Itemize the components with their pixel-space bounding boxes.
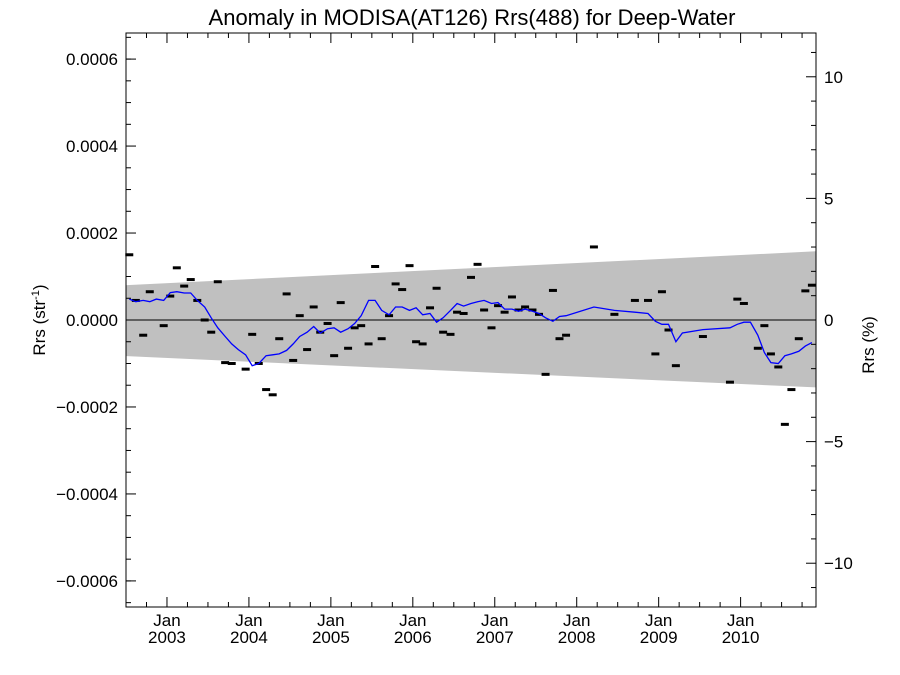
x-tick-month-7: Jan <box>727 611 754 630</box>
x-tick-month-0: Jan <box>153 611 180 630</box>
x-tick-year-6: 2009 <box>640 628 678 647</box>
x-tick-month-1: Jan <box>235 611 262 630</box>
y-tick-label-5: −0.0004 <box>56 485 118 504</box>
y-tick-label-1: 0.0004 <box>66 137 118 156</box>
plot-area <box>125 245 816 426</box>
x-tick-month-6: Jan <box>645 611 672 630</box>
x-tick-month-5: Jan <box>563 611 590 630</box>
y2-tick-label-2: 0 <box>824 311 833 330</box>
x-tick-year-5: 2008 <box>558 628 596 647</box>
y-axis-label-right: Rrs (%) <box>859 316 878 374</box>
y2-tick-label-0: 10 <box>824 68 843 87</box>
x-tick-year-4: 2007 <box>476 628 514 647</box>
y-axis-label-left: Rrs (str-1) <box>30 284 49 355</box>
y-tick-label-3: 0.0000 <box>66 311 118 330</box>
uncertainty-envelope <box>126 251 816 388</box>
x-tick-year-2: 2005 <box>312 628 350 647</box>
axis-ticks: 0.0006 0.0004 0.0002 0.0000 −0.0002 −0.0004 −0… <box>56 33 853 647</box>
x-tick-year-7: 2010 <box>722 628 760 647</box>
x-tick-month-4: Jan <box>481 611 508 630</box>
x-tick-year-0: 2003 <box>148 628 186 647</box>
y2-tick-label-3: −5 <box>824 433 843 452</box>
y-tick-label-4: −0.0002 <box>56 398 118 417</box>
y-axis-label-left-base: Rrs (str <box>30 300 49 356</box>
y-axis-label-left-close: ) <box>30 284 49 290</box>
x-tick-month-2: Jan <box>317 611 344 630</box>
y-tick-label-6: −0.0006 <box>56 572 118 591</box>
x-tick-year-1: 2004 <box>230 628 268 647</box>
series-line-1 <box>129 291 813 367</box>
x-tick-month-3: Jan <box>399 611 426 630</box>
x-tick-year-3: 2006 <box>394 628 432 647</box>
y-tick-label-2: 0.0002 <box>66 224 118 243</box>
y-axis-label-left-sup: -1 <box>30 290 42 300</box>
y-tick-label-0: 0.0006 <box>66 50 118 69</box>
chart-title: Anomaly in MODISA(AT126) Rrs(488) for De… <box>209 5 736 30</box>
y2-tick-label-4: −10 <box>824 554 853 573</box>
y2-tick-label-1: 5 <box>824 189 833 208</box>
